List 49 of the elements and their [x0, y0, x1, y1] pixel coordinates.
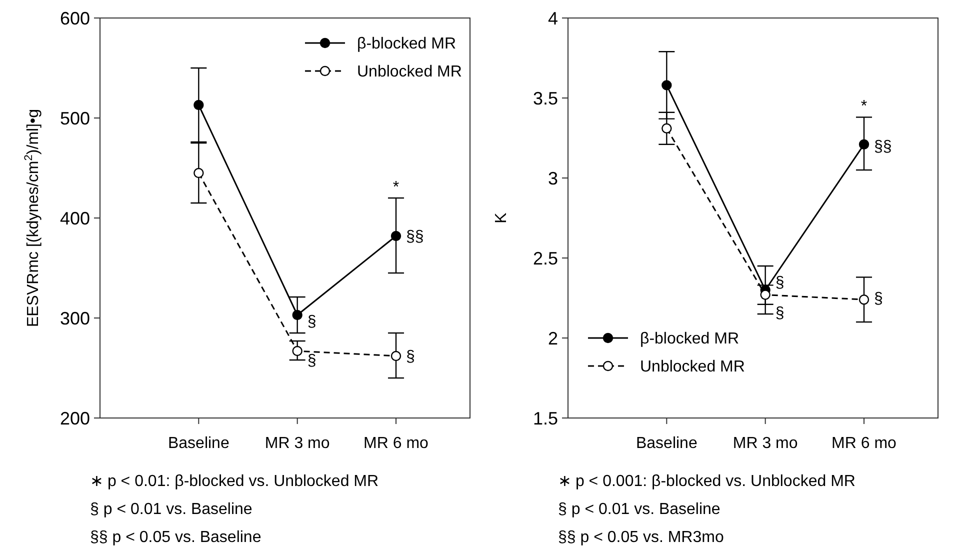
y-tick-label: 3 [548, 168, 558, 188]
text: §§ p < 0.05 vs. Baseline [90, 529, 262, 546]
y-tick-label: 4 [548, 8, 558, 28]
y-tick-label: 400 [60, 208, 90, 228]
x-tick-label: MR 3 mo [264, 435, 330, 452]
annotation: § [307, 314, 316, 331]
x-tick-label: MR 3 mo [732, 435, 798, 452]
legend-label: Unblocked MR [357, 64, 462, 81]
x-tick-label: Baseline [168, 435, 230, 452]
y-tick-label: 2 [548, 328, 558, 348]
y-axis-title: K [493, 212, 510, 224]
x-tick-label: MR 6 mo [364, 435, 429, 452]
point [760, 290, 770, 300]
point [662, 80, 672, 90]
annotation: §§ [406, 228, 424, 246]
point [292, 310, 302, 320]
point [662, 123, 672, 134]
text: ∗ p < 0.01: β-blocked vs. Unblocked MR [90, 473, 379, 490]
y-tick-label: 3.5 [532, 88, 558, 108]
point [292, 346, 302, 356]
annotation: § [874, 290, 883, 308]
y-tick-label: 1.5 [532, 408, 558, 428]
text: ∗ p < 0.001: β-blocked vs. Unblocked MR [558, 473, 856, 490]
point [390, 350, 402, 362]
point [858, 139, 870, 150]
annotation: * [392, 179, 400, 196]
point [194, 100, 204, 110]
annotation: * [860, 98, 868, 116]
annotation: § [775, 274, 784, 292]
y-tick-label: 300 [60, 308, 90, 328]
point [858, 294, 870, 305]
y-tick-label: 2.5 [532, 248, 558, 268]
text: § p < 0.01 vs. Baseline [90, 501, 252, 518]
annotation: § [775, 305, 784, 322]
point [390, 230, 402, 242]
legend-label: β-blocked MR [640, 330, 740, 348]
annotation: § [307, 352, 316, 370]
text: § p < 0.01 vs. Baseline [558, 501, 720, 518]
x-tick-label: Baseline [636, 435, 698, 452]
legend-label: Unblocked MR [640, 358, 745, 376]
y-tick-label: 500 [60, 108, 90, 128]
x-tick-label: MR 6 mo [832, 435, 897, 452]
y-tick-label: 200 [60, 408, 90, 428]
legend-label: β-blocked MR [357, 36, 456, 53]
annotation: §§ [874, 138, 892, 156]
point [194, 168, 204, 178]
y-tick-label: 600 [60, 8, 90, 28]
text: §§ p < 0.05 vs. MR3mo [558, 529, 724, 546]
annotation: § [406, 348, 415, 366]
